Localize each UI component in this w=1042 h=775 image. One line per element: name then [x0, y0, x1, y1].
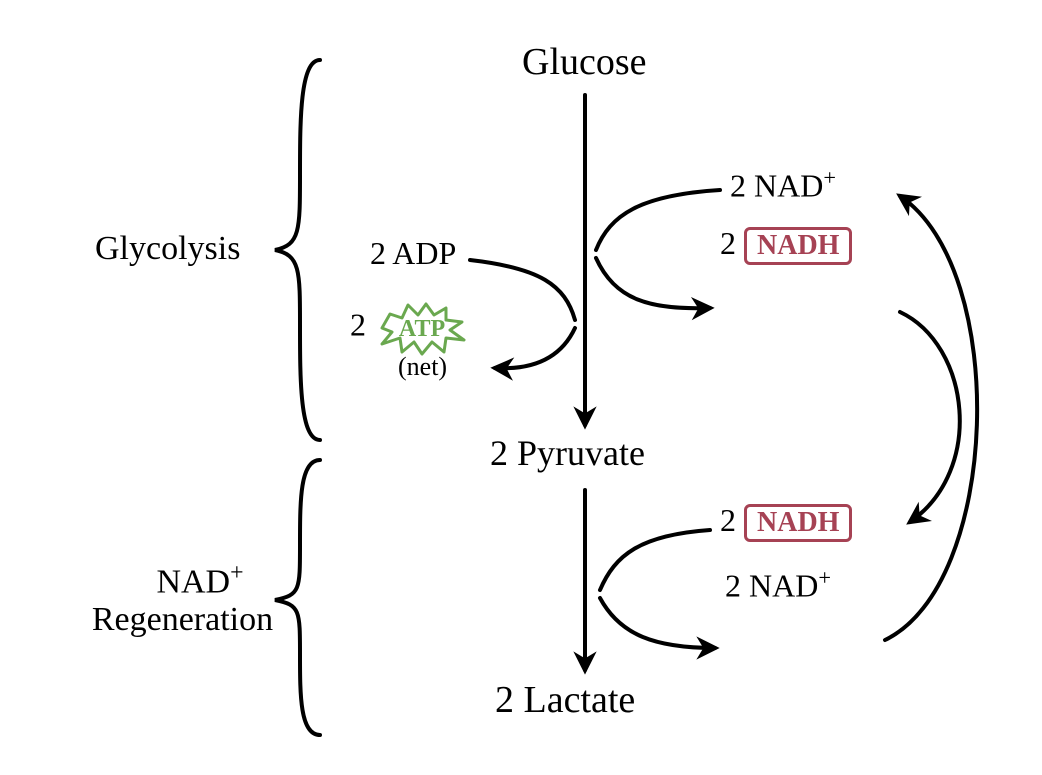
node-nadh-bot: 2 NADH — [720, 502, 852, 542]
nad-bot-sup: + — [818, 565, 831, 590]
nad-regen-line1: NAD — [156, 563, 230, 600]
nad-regen-sup: + — [230, 560, 243, 586]
atp-text: ATP — [399, 316, 445, 342]
node-adp: 2 ADP — [370, 235, 456, 272]
atp-prefix: 2 — [350, 306, 366, 342]
nad-top-text: 2 NAD — [730, 168, 823, 204]
atp-net: (net) — [398, 352, 447, 382]
nadh-bot-box: NADH — [744, 504, 852, 542]
arrows-layer — [0, 0, 1042, 775]
nadh-top-prefix: 2 — [720, 225, 736, 261]
node-lactate: 2 Lactate — [495, 678, 635, 722]
section-glycolysis: Glycolysis — [95, 230, 240, 268]
node-nad-top: 2 NAD+ — [730, 165, 836, 205]
nad-bot-text: 2 NAD — [725, 568, 818, 604]
node-nad-bot: 2 NAD+ — [725, 565, 831, 605]
node-nadh-top: 2 NADH — [720, 225, 852, 265]
section-nad-regeneration: NAD+ Regeneration — [110, 560, 290, 638]
nad-regen-line2: Regeneration — [92, 601, 273, 638]
node-glucose: Glucose — [522, 40, 647, 84]
node-pyruvate: 2 Pyruvate — [490, 432, 645, 474]
nad-top-sup: + — [823, 165, 836, 190]
nadh-top-box: NADH — [744, 227, 852, 265]
atp-starburst: ATP — [374, 300, 470, 356]
node-atp-group: 2 ATP — [350, 300, 470, 356]
diagram-stage: Glycolysis NAD+ Regeneration Glucose 2 P… — [0, 0, 1042, 775]
nadh-bot-prefix: 2 — [720, 502, 736, 538]
